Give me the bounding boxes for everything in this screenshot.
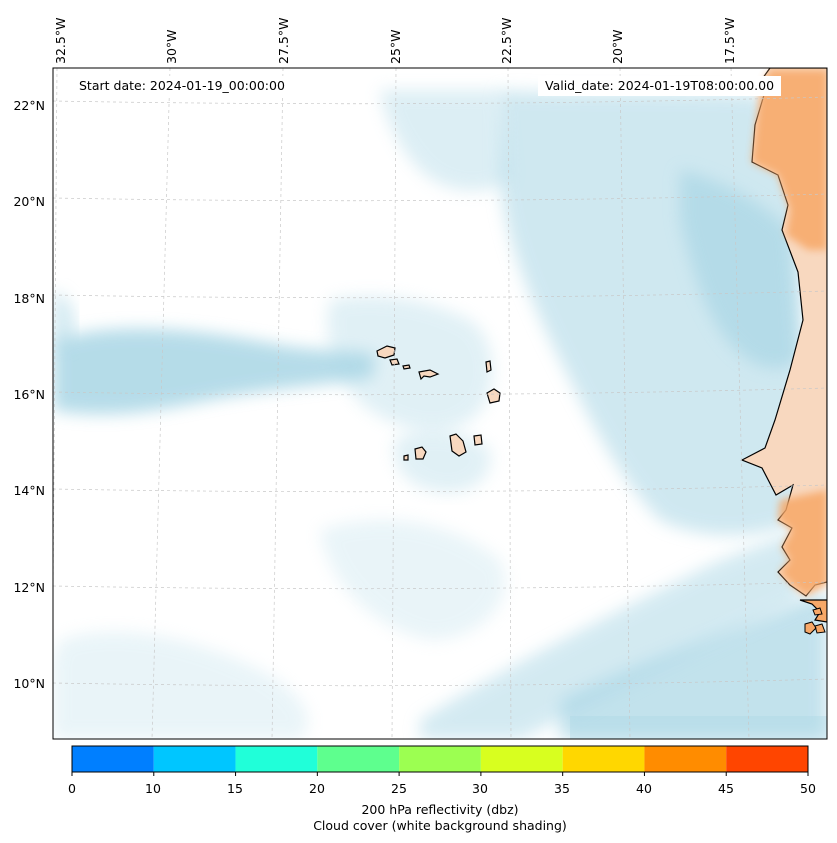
cloud-cover-shading: [53, 90, 827, 739]
cape-verde-islands: [376, 345, 501, 461]
lat-label-14n: 14°N: [13, 483, 45, 498]
colorbar-tick-0: 0: [68, 781, 76, 796]
colorbar-tick-35: 35: [554, 781, 570, 796]
island-santa-luzia: [402, 364, 411, 370]
cloud-south-center: [320, 520, 506, 640]
parallel-20n: [53, 193, 827, 202]
cloud-islands: [394, 431, 491, 493]
bijagos-islands: [804, 607, 826, 635]
lon-label-22-5w: 22.5°W: [499, 17, 514, 64]
island-boa-vista: [486, 388, 501, 404]
meridian-17-5w: [730, 68, 750, 739]
island-maio: [473, 434, 483, 446]
colorbar-tick-40: 40: [636, 781, 652, 796]
colorbar-frame: [71, 745, 809, 773]
colorbar-tick-25: 25: [391, 781, 407, 796]
cloud-central: [327, 296, 493, 431]
cloud-east-dense: [680, 170, 800, 369]
colorbar-tick-20: 20: [309, 781, 325, 796]
colorbar-segment-4: [399, 746, 481, 772]
lon-label-32-5w: 32.5°W: [53, 17, 68, 64]
meridian-20w: [619, 68, 631, 739]
meridian-30w: [151, 68, 171, 739]
island-fogo: [414, 446, 427, 460]
colorbar-segment-6: [562, 746, 645, 772]
lon-label-20w: 20°W: [610, 29, 625, 64]
colorbar-label: 200 hPa reflectivity (dbz): [361, 802, 519, 817]
colorbar-segment-7: [644, 746, 727, 772]
colorbar-tick-45: 45: [718, 781, 734, 796]
colorbar-segment-8: [726, 746, 808, 772]
meridian-27-5w: [271, 68, 284, 739]
colorbar-tick-50: 50: [800, 781, 816, 796]
parallel-22n: [53, 96, 827, 105]
island-sao-nicolau: [418, 369, 440, 381]
lon-label-25w: 25°W: [388, 29, 403, 64]
cloud-south-strip: [570, 716, 827, 739]
africa-landmass-gulf: [799, 599, 827, 623]
colorbar-segment-1: [153, 746, 236, 772]
colorbar-segment-5: [480, 746, 563, 772]
lat-label-20n: 20°N: [13, 194, 45, 209]
colorbar: [71, 745, 809, 776]
lon-label-27-5w: 27.5°W: [276, 17, 291, 64]
island-brava: [403, 454, 409, 461]
africa-reflectivity-overlay-south: [778, 490, 827, 596]
lon-label-17-5w: 17.5°W: [722, 17, 737, 64]
cloud-north-center: [380, 90, 510, 191]
lat-label-16n: 16°N: [13, 387, 45, 402]
lat-label-12n: 12°N: [13, 580, 45, 595]
lat-label-22n: 22°N: [13, 98, 45, 113]
graticule: [53, 68, 827, 739]
island-santo-antao: [376, 345, 396, 359]
lon-label-30w: 30°W: [164, 29, 179, 64]
parallel-12n: [53, 581, 827, 590]
meridian-25w: [391, 68, 397, 739]
colorbar-segment-0: [72, 746, 154, 772]
map-frame: [52, 67, 828, 740]
island-sal: [485, 360, 492, 373]
colorbar-tick-10: 10: [145, 781, 161, 796]
cloud-southeast-streak: [420, 530, 800, 739]
cloud-southeast: [560, 590, 827, 739]
parallel-16n: [53, 387, 827, 396]
island-santiago: [449, 433, 467, 457]
colorbar-segment-2: [235, 746, 318, 772]
colorbar-tick-15: 15: [227, 781, 243, 796]
cloud-southwest: [53, 631, 308, 739]
parallel-14n: [53, 484, 827, 493]
cloud-band-west: [53, 328, 375, 415]
colorbar-segment-3: [317, 746, 400, 772]
colorbar-tick-30: 30: [472, 781, 488, 796]
colorbar-sublabel: Cloud cover (white background shading): [313, 818, 567, 833]
africa-reflectivity-overlay: [752, 70, 827, 250]
parallel-10n: [53, 678, 827, 687]
meridian-22-5w: [507, 68, 512, 739]
lat-label-10n: 10°N: [13, 676, 45, 691]
start-date-label: Start date: 2024-01-19_00:00:00: [72, 76, 292, 96]
valid-date-label: Valid_date: 2024-01-19T08:00:00.00: [538, 76, 782, 96]
cloud-band-west-edge: [53, 290, 75, 350]
lat-label-18n: 18°N: [13, 291, 45, 306]
